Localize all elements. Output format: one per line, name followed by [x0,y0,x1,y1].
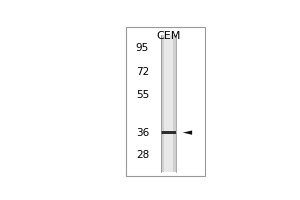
Text: 95: 95 [136,43,149,53]
Bar [126,27,205,176]
Polygon shape [183,130,192,135]
Bar [161,35,176,172]
Text: 55: 55 [136,90,149,100]
Text: CEM: CEM [157,31,181,41]
Text: 36: 36 [136,128,149,138]
Text: 72: 72 [136,67,149,77]
Bar [161,131,176,134]
Text: 28: 28 [136,150,149,160]
Bar [164,35,173,172]
